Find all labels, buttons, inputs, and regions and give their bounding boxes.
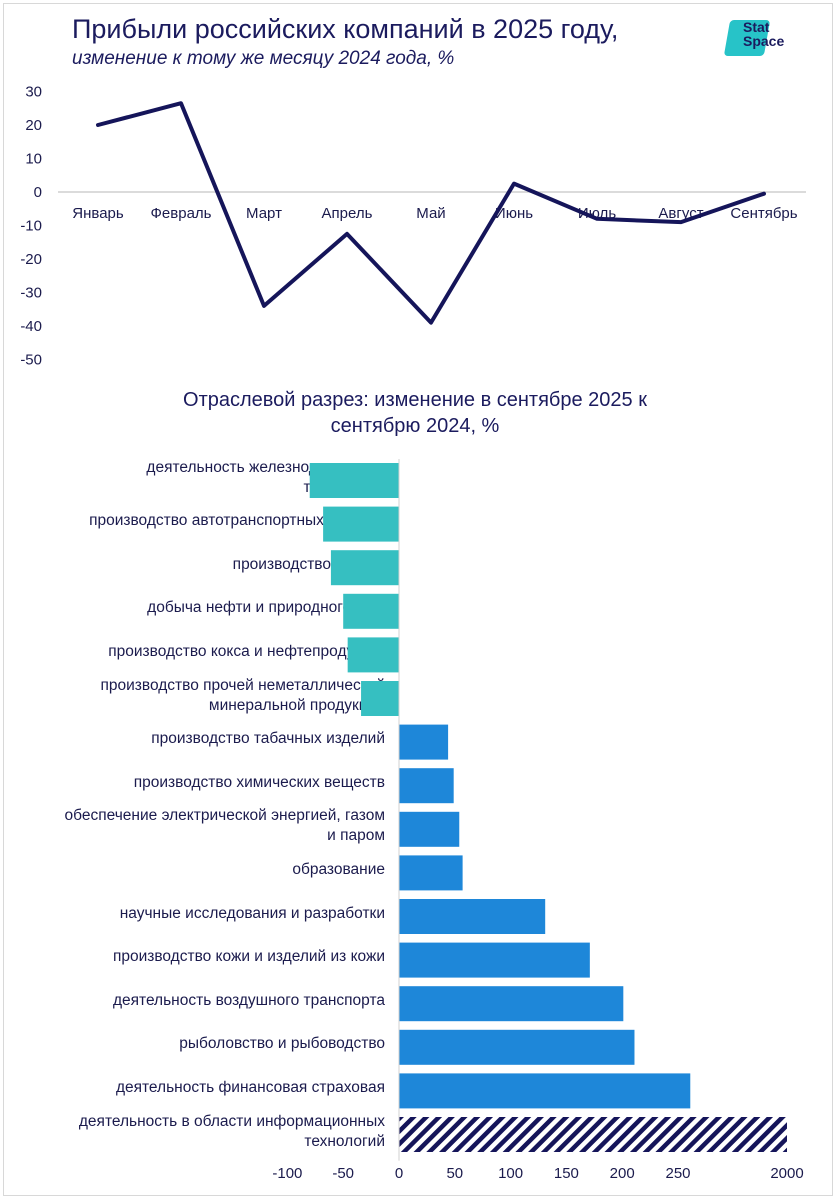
logo-text-line2: Space bbox=[743, 33, 785, 49]
bar-category-label-line: минеральной продукции bbox=[208, 696, 385, 714]
bar-category-label: рыболовство и рыбоводство bbox=[179, 1034, 385, 1054]
y-tick-label: 10 bbox=[25, 151, 42, 168]
month-label: Март bbox=[246, 205, 282, 222]
y-tick-label: -30 bbox=[20, 285, 42, 302]
bar-category-label: добыча нефти и природного газа bbox=[147, 598, 385, 618]
bar-chart-title: Отраслевой разрез: изменение в сентябре … bbox=[0, 387, 830, 439]
bar-chart-title-line1: Отраслевой разрез: изменение в сентябре … bbox=[183, 389, 647, 411]
bar-category-label: научные исследования и разработки bbox=[120, 904, 385, 924]
y-tick-label: 30 bbox=[25, 84, 42, 101]
bar-7 bbox=[399, 768, 454, 804]
x-tick-label: 200 bbox=[610, 1165, 635, 1182]
bar-category-label-line: научные исследования и разработки bbox=[119, 904, 385, 922]
y-tick-label: 20 bbox=[25, 117, 42, 134]
month-label: Апрель bbox=[322, 205, 373, 222]
y-tick-label: -20 bbox=[20, 251, 42, 268]
bar-category-label-line: производство кокса и нефтепродуктов bbox=[108, 642, 385, 660]
bar-8 bbox=[399, 811, 460, 847]
x-tick-label: -50 bbox=[332, 1165, 354, 1182]
bar-13 bbox=[399, 1029, 635, 1065]
chart-frame bbox=[3, 3, 833, 1196]
profit-series-line bbox=[96, 101, 766, 325]
bar-category-label-line: и паром bbox=[327, 827, 385, 845]
x-tick-label: -100 bbox=[272, 1165, 302, 1182]
bar-category-label: производство кокса и нефтепродуктов bbox=[108, 642, 385, 662]
bar-category-label-line: добыча нефти и природного газа bbox=[147, 599, 385, 617]
bar-category-label: производство химических веществ bbox=[134, 773, 385, 793]
month-label: Январь bbox=[72, 205, 124, 222]
bar-5 bbox=[361, 681, 399, 716]
bar-category-label: образование bbox=[292, 860, 385, 880]
x-tick-label: 2000 bbox=[770, 1165, 803, 1182]
bar-10 bbox=[399, 899, 546, 934]
y-tick-label: -40 bbox=[20, 318, 42, 335]
month-label: Июнь bbox=[495, 205, 533, 222]
bar-category-label-line: деятельность воздушного транспорта bbox=[112, 991, 385, 1009]
x-tick-label: 50 bbox=[446, 1165, 463, 1182]
x-tick-label: 150 bbox=[554, 1165, 579, 1182]
month-label: Февраль bbox=[151, 205, 212, 222]
bar-category-label: обеспечение электрической энергией, газо… bbox=[65, 806, 385, 846]
bar-chart-title-line2: сентябрю 2024, % bbox=[330, 415, 500, 437]
bar-4 bbox=[347, 637, 399, 673]
x-tick-label: 250 bbox=[665, 1165, 690, 1182]
statspace-logo: Stat Space bbox=[723, 18, 801, 60]
bar-2 bbox=[330, 550, 399, 586]
bar-12 bbox=[399, 986, 624, 1022]
month-label: Сентябрь bbox=[730, 205, 797, 222]
bar-category-label-line: производство прочей неметаллической bbox=[100, 676, 386, 694]
x-tick-label: 100 bbox=[498, 1165, 523, 1182]
bar-category-label-line: производство табачных изделий bbox=[151, 730, 385, 748]
month-label: Май bbox=[416, 205, 445, 222]
bar-15 bbox=[399, 1117, 787, 1152]
bar-category-label: деятельность в области информационных тех… bbox=[79, 1112, 385, 1152]
chart-title: Прибыли российских компаний в 2025 году, bbox=[72, 14, 619, 44]
bar-category-label-line: производство кожи и изделий из кожи bbox=[112, 948, 385, 966]
bar-category-label-line: образование bbox=[292, 860, 385, 878]
bar-category-label: производство прочей неметаллической минер… bbox=[101, 676, 386, 716]
bar-category-label-line: деятельность в области информационных bbox=[78, 1112, 385, 1130]
y-tick-label: -50 bbox=[20, 352, 42, 369]
chart-subtitle: изменение к тому же месяцу 2024 года, % bbox=[72, 48, 455, 69]
bar-category-label-line: деятельность финансовая страховая bbox=[115, 1078, 385, 1096]
bar-category-label: производство кожи и изделий из кожи bbox=[113, 947, 385, 967]
logo-text-line1: Stat bbox=[743, 19, 770, 35]
bar-category-label: производство автотранспортных средств bbox=[89, 511, 385, 531]
bar-category-label: производство табачных изделий bbox=[151, 729, 385, 749]
bar-category-label-line: производство автотранспортных средств bbox=[89, 512, 385, 530]
logo-text: Stat Space bbox=[743, 20, 784, 48]
bar-1 bbox=[323, 506, 399, 542]
bar-category-label: деятельность финансовая страховая bbox=[116, 1078, 385, 1098]
bar-category-label-line: обеспечение электрической энергией, газо… bbox=[64, 807, 385, 825]
y-tick-label: -10 bbox=[20, 218, 42, 235]
bar-6 bbox=[399, 724, 449, 760]
bar-9 bbox=[399, 855, 463, 891]
bar-category-label-line: рыболовство и рыбоводство bbox=[179, 1035, 385, 1053]
bar-category-label-line: технологий bbox=[304, 1132, 385, 1150]
y-tick-label: 0 bbox=[34, 184, 42, 201]
bar-0 bbox=[309, 463, 399, 498]
line-chart: 30 20 10 0 -10 -20 -30 -40 -50 Январь Февраль Март А… bbox=[20, 84, 806, 369]
bar-category-label-line: производство химических веществ bbox=[133, 773, 385, 791]
bar-14 bbox=[399, 1073, 691, 1109]
x-tick-label: 0 bbox=[395, 1165, 403, 1182]
bar-3 bbox=[343, 593, 399, 629]
bar-category-label: деятельность воздушного транспорта bbox=[113, 991, 385, 1011]
bar-11 bbox=[399, 942, 590, 978]
